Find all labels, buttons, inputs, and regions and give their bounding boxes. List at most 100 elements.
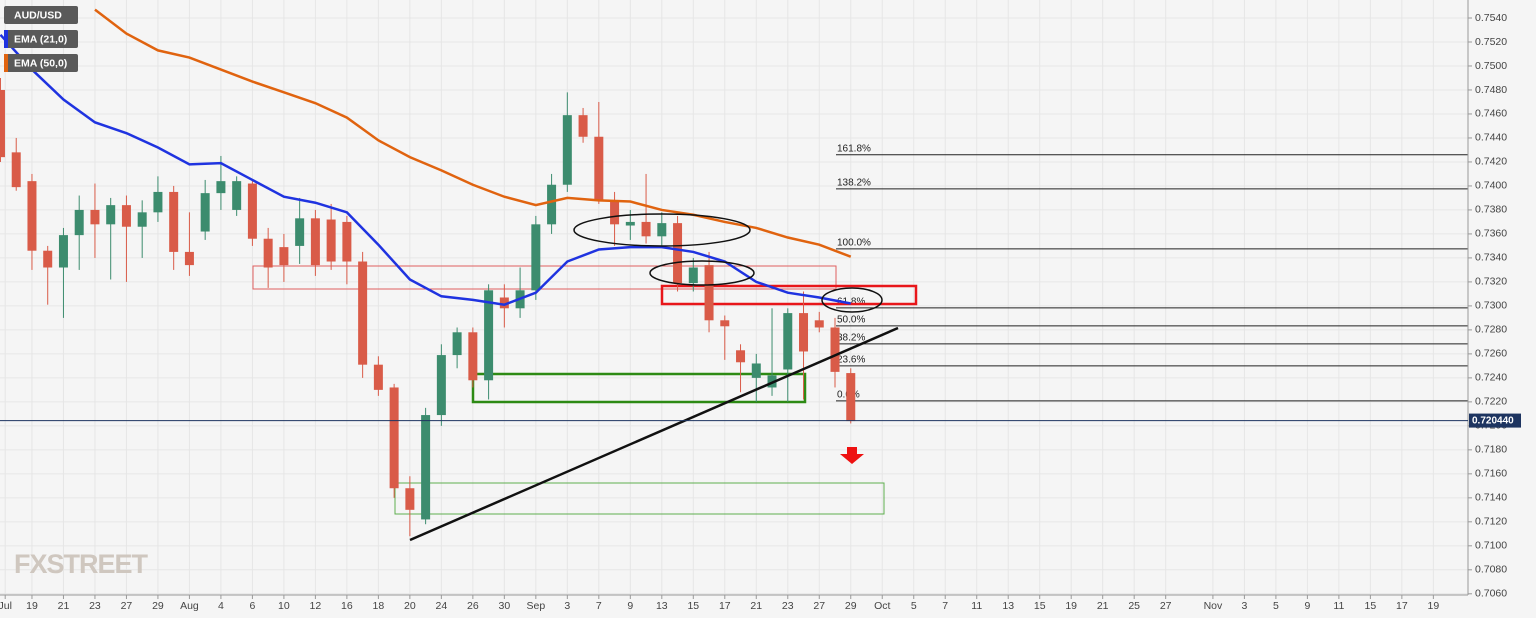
y-tick-label: 0.7180 — [1475, 444, 1507, 456]
candle-body — [27, 181, 37, 251]
y-tick-label: 0.7140 — [1475, 492, 1507, 504]
candle-body — [499, 297, 509, 309]
x-tick-label: 13 — [656, 600, 668, 612]
candle-body — [247, 183, 257, 239]
x-tick-label: 23 — [782, 600, 794, 612]
x-tick-label: 15 — [1365, 600, 1377, 612]
x-tick-label: 10 — [278, 600, 290, 612]
x-tick-label: 7 — [942, 600, 948, 612]
legend-label: EMA (50,0) — [14, 57, 67, 69]
candle-body — [846, 373, 856, 422]
x-tick-label: 30 — [499, 600, 511, 612]
candle-body — [263, 238, 273, 268]
x-tick-label: 5 — [1273, 600, 1279, 612]
zone — [252, 265, 837, 290]
annotations — [252, 265, 918, 515]
x-tick-label: 19 — [1428, 600, 1440, 612]
candle-body — [657, 223, 667, 237]
annotations — [409, 213, 899, 542]
y-tick-label: 0.7080 — [1475, 564, 1507, 576]
y-tick-label: 0.7260 — [1475, 348, 1507, 360]
candle-body — [342, 221, 352, 262]
legend-label: AUD/USD — [14, 9, 62, 21]
candle-body — [421, 415, 431, 520]
zone — [471, 372, 807, 404]
y-tick-label: 0.7280 — [1475, 324, 1507, 336]
x-tick-label: 9 — [1304, 600, 1310, 612]
ellipse — [821, 287, 883, 313]
y-tick-label: 0.7340 — [1475, 252, 1507, 264]
candle-body — [389, 387, 399, 489]
candle-body — [58, 235, 68, 268]
y-tick-label: 0.7480 — [1475, 84, 1507, 96]
candle-body — [90, 209, 100, 225]
y-tick-label: 0.7520 — [1475, 36, 1507, 48]
x-tick-label: 27 — [121, 600, 133, 612]
candle-body — [736, 350, 746, 363]
y-tick-label: 0.7440 — [1475, 132, 1507, 144]
x-tick-label: 27 — [1160, 600, 1172, 612]
y-tick-label: 0.7220 — [1475, 396, 1507, 408]
candle-body — [153, 191, 163, 213]
x-tick-label: 25 — [1128, 600, 1140, 612]
ema-line — [0, 33, 851, 306]
candle-body — [594, 136, 604, 201]
candle-body — [799, 313, 809, 352]
candle-body — [625, 221, 635, 226]
legend-swatch — [4, 54, 8, 72]
candle-body — [704, 265, 714, 321]
candle-body — [310, 218, 320, 266]
legend-box — [4, 54, 78, 72]
candle-body — [468, 332, 478, 381]
candle-body — [216, 181, 226, 194]
y-tick-label: 0.7320 — [1475, 276, 1507, 288]
x-tick-label: 12 — [310, 600, 322, 612]
candle-body — [121, 205, 131, 227]
y-tick-label: 0.7240 — [1475, 372, 1507, 384]
last-price-box — [1469, 413, 1521, 428]
candle-body — [279, 247, 289, 266]
candle-body — [184, 251, 194, 266]
x-tick-label: 19 — [1065, 600, 1077, 612]
x-tick-label: 9 — [627, 600, 633, 612]
x-tick-label: 29 — [845, 600, 857, 612]
candle-body — [484, 290, 494, 381]
candle-body — [783, 313, 793, 370]
arrow — [840, 447, 864, 464]
x-tick-label: 5 — [911, 600, 917, 612]
candle-body — [720, 320, 730, 327]
last-price-label: 0.720440 — [1472, 416, 1514, 427]
y-tick-label: 0.7120 — [1475, 516, 1507, 528]
legend-box — [4, 30, 78, 48]
y-tick-label: 0.7500 — [1475, 60, 1507, 72]
legend: AUD/USD EMA (21,0) EMA (50,0) — [4, 6, 78, 72]
x-tick-label: 11 — [1333, 600, 1344, 612]
candle-body — [405, 488, 415, 510]
x-tick-label: 21 — [750, 600, 762, 612]
candle-body — [531, 224, 541, 291]
candle-body — [751, 363, 761, 378]
candle-body — [358, 261, 368, 365]
y-tick-label: 0.7100 — [1475, 540, 1507, 552]
y-tick-label: 0.7540 — [1475, 12, 1507, 24]
x-tick-label: 13 — [1002, 600, 1014, 612]
x-tick-label: 23 — [89, 600, 101, 612]
candle-body — [74, 209, 84, 236]
x-tick-label: 7 — [596, 600, 602, 612]
candle-body — [106, 205, 116, 225]
fib-label: 50.0% — [837, 315, 865, 326]
x-tick-label: 4 — [218, 600, 224, 612]
x-tick-label: 18 — [373, 600, 385, 612]
x-tick-label: 21 — [58, 600, 70, 612]
fibonacci: 161.8%138.2%100.0%61.8%50.0%38.2%23.6%0.… — [836, 143, 1468, 402]
candle-body — [673, 223, 683, 284]
x-tick-label: 3 — [1241, 600, 1247, 612]
candle-body — [232, 181, 242, 210]
x-tick-label: 15 — [687, 600, 699, 612]
x-tick-label: 27 — [813, 600, 825, 612]
legend-box — [4, 6, 78, 24]
y-tick-label: 0.7060 — [1475, 588, 1507, 600]
candle-body — [578, 115, 588, 137]
